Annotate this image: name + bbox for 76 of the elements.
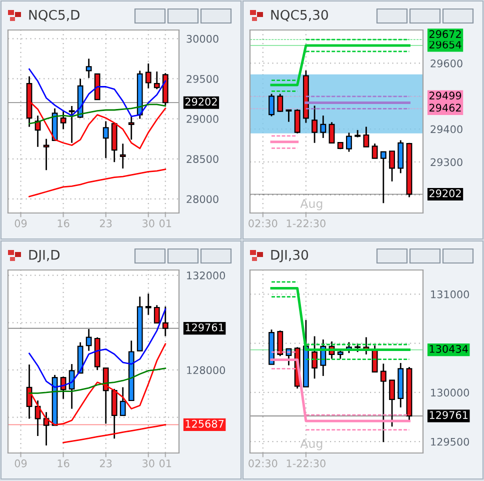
- candlestick: [154, 70, 160, 90]
- candlestick: [268, 93, 274, 117]
- x-tick-label: 16: [58, 219, 70, 228]
- candlestick: [294, 108, 300, 134]
- candlestick: [277, 330, 284, 357]
- x-tick-label: 09: [14, 219, 27, 228]
- y-tick-label: 28500: [186, 155, 218, 163]
- ref-line-label: 29462: [429, 104, 461, 112]
- candlestick: [320, 114, 326, 139]
- x-tick-label: 01: [159, 219, 172, 228]
- line-series: [28, 168, 166, 198]
- chart-title: NQC5,D: [29, 10, 80, 22]
- candlestick: [312, 336, 318, 380]
- x-tick-label: 16: [58, 459, 70, 468]
- y-tick-label: 29300: [430, 158, 462, 166]
- candlestick: [328, 121, 335, 144]
- chart-title: DJI,30: [271, 250, 308, 262]
- y-tick-label: 128000: [187, 366, 226, 374]
- y-tick-label: 29000: [186, 115, 218, 123]
- candlestick: [389, 379, 395, 428]
- candlestick: [380, 151, 386, 204]
- y-tick-label: 29400: [430, 125, 462, 134]
- x-tick-label: 30: [142, 219, 154, 228]
- x-tick-label: 02:30: [248, 459, 278, 468]
- x-tick-label: 30: [142, 459, 154, 468]
- x-tick-label: 1-22:30: [286, 219, 326, 228]
- ref-line-label: 29202: [429, 189, 461, 198]
- candlestick: [286, 109, 292, 123]
- x-tick-label: 02:30: [248, 219, 278, 228]
- ref-line-label: 29499: [429, 92, 462, 100]
- y-tick-label: 131000: [431, 290, 470, 298]
- candlestick: [145, 292, 152, 316]
- ref-line-label: 29202: [185, 98, 217, 106]
- x-tick-label: 01: [159, 459, 172, 468]
- candlestick: [363, 126, 370, 148]
- candlestick: [372, 344, 378, 373]
- candlestick: [380, 362, 386, 443]
- candlestick: [86, 328, 92, 352]
- y-tick-label: 30000: [186, 34, 218, 43]
- candlestick: [277, 93, 284, 113]
- x-tick-label: 23: [100, 459, 112, 468]
- chart-title: DJI,D: [29, 250, 60, 262]
- x-tick-label: 23: [100, 219, 112, 228]
- ref-line-label: 125687: [186, 420, 224, 428]
- y-tick-label: 28000: [186, 195, 218, 204]
- annotation: Aug: [300, 439, 322, 450]
- ref-line-label: 130434: [430, 344, 468, 353]
- ref-line-label: 29672: [429, 30, 461, 38]
- candlestick: [145, 62, 152, 90]
- line-series: [62, 424, 166, 444]
- candlestick: [389, 150, 395, 182]
- candlestick: [120, 386, 126, 416]
- candlestick: [120, 142, 126, 170]
- candlestick: [86, 58, 92, 79]
- y-tick-label: 29500: [186, 74, 218, 83]
- candlestick: [60, 110, 66, 130]
- ref-line-label: 129761: [186, 323, 224, 332]
- candlestick: [68, 105, 75, 144]
- candlestick: [312, 105, 318, 144]
- y-tick-label: 29600: [430, 59, 462, 68]
- candlestick: [372, 142, 378, 160]
- ref-line-label: 129761: [430, 411, 468, 419]
- y-tick-label: 130000: [431, 388, 470, 397]
- candlestick: [346, 132, 352, 152]
- y-tick-label: 132000: [187, 272, 226, 280]
- candlestick: [102, 120, 109, 159]
- x-tick-label: 09: [14, 459, 27, 468]
- candlestick: [102, 367, 109, 424]
- chart-title: NQC5,30: [271, 10, 328, 22]
- y-tick-label: 129500: [431, 438, 470, 446]
- annotation: Aug: [300, 199, 322, 210]
- candlestick: [154, 304, 160, 324]
- candlestick: [43, 138, 50, 171]
- candlestick: [128, 116, 134, 140]
- candlestick: [162, 306, 168, 337]
- x-tick-label: 1-22:30: [286, 459, 326, 468]
